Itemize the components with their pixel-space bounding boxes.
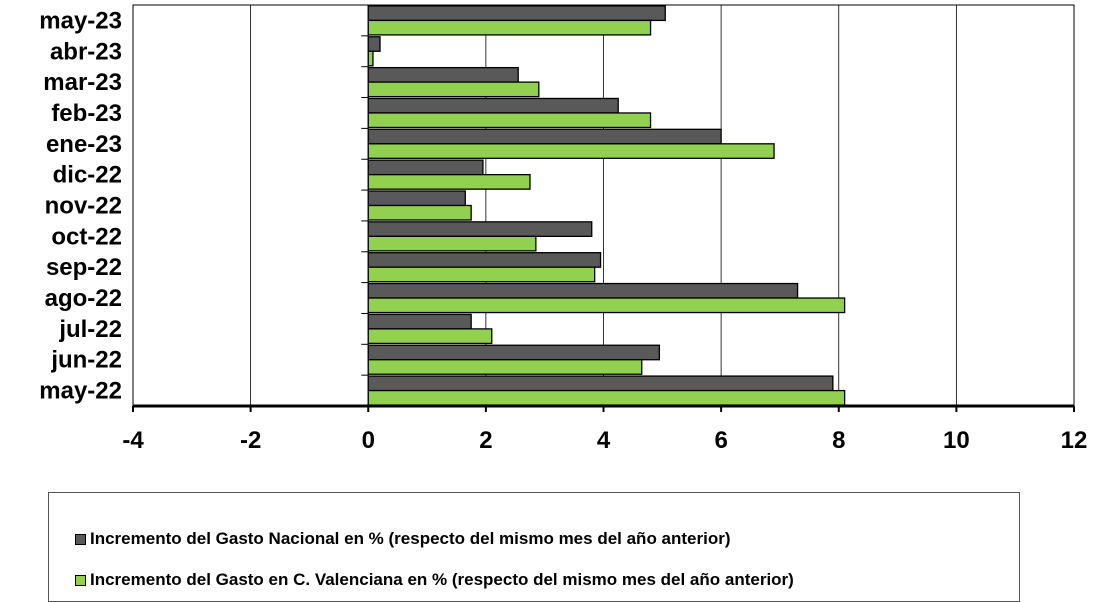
bar-nacional <box>367 36 381 52</box>
bar-valenciana <box>367 174 531 190</box>
y-tick-label: jul-22 <box>58 316 122 343</box>
y-tick-label: dic-22 <box>53 162 122 189</box>
bar-valenciana <box>367 328 493 345</box>
bar-nacional <box>367 97 619 114</box>
legend-label-valenciana: Incremento del Gasto en C. Valenciana en… <box>90 570 794 589</box>
bar-nacional <box>367 252 602 268</box>
x-tick-label: 2 <box>479 427 492 454</box>
y-tick-label: mar-23 <box>43 69 122 96</box>
bar-valenciana <box>367 266 596 283</box>
x-tick-label: 0 <box>362 427 375 454</box>
bar-nacional <box>367 282 799 299</box>
y-tick-label: sep-22 <box>46 254 122 281</box>
bar-nacional <box>367 221 593 237</box>
bar-valenciana <box>367 297 846 314</box>
y-tick-label: may-23 <box>39 7 122 34</box>
x-tick-label: 10 <box>943 427 970 454</box>
bar-nacional <box>367 66 519 83</box>
bar-nacional <box>367 344 661 361</box>
y-tick-label: ago-22 <box>45 285 122 312</box>
bar-valenciana <box>367 143 775 159</box>
legend: Incremento del Gasto Nacional en % (resp… <box>48 492 1020 602</box>
legend-swatch-valenciana <box>75 574 86 586</box>
bar-valenciana <box>367 19 652 36</box>
x-tick-label: 8 <box>832 427 845 454</box>
y-tick-label: abr-23 <box>50 38 122 65</box>
y-tick-label: jun-22 <box>50 347 122 374</box>
bar-nacional <box>367 5 666 22</box>
legend-label-nacional: Incremento del Gasto Nacional en % (resp… <box>90 529 731 548</box>
x-tick-label: -4 <box>122 427 144 454</box>
y-tick-label: oct-22 <box>51 223 122 250</box>
y-tick-label: may-22 <box>39 378 122 405</box>
bar-chart: -4 -2 0 2 4 6 8 10 12 may-22 jun-22 jul-22 ago-22 sep… <box>39 4 1088 454</box>
legend-item-valenciana: Incremento del Gasto en C. Valenciana en… <box>75 570 794 590</box>
legend-item-nacional: Incremento del Gasto Nacional en % (resp… <box>75 529 731 549</box>
bar-nacional <box>367 159 484 176</box>
bar-nacional <box>367 313 472 330</box>
y-tick-label: ene-23 <box>46 131 122 158</box>
x-tick-label: 4 <box>597 427 611 454</box>
bar-nacional <box>367 128 722 145</box>
x-tick-label: -2 <box>240 427 261 454</box>
y-tick-label: nov-22 <box>45 193 122 220</box>
y-tick-label: feb-23 <box>51 100 122 127</box>
x-tick-label: 12 <box>1061 427 1088 454</box>
bar-valenciana <box>367 235 537 252</box>
bar-valenciana <box>367 359 643 375</box>
bar-valenciana <box>367 389 846 406</box>
bar-valenciana <box>367 112 652 129</box>
bar-valenciana <box>367 50 374 67</box>
x-tick-label: 6 <box>714 427 727 454</box>
bar-valenciana <box>367 204 472 221</box>
bar-valenciana <box>367 81 540 98</box>
legend-swatch-nacional <box>75 533 86 545</box>
bar-nacional <box>367 375 834 392</box>
bar-nacional <box>367 190 466 207</box>
